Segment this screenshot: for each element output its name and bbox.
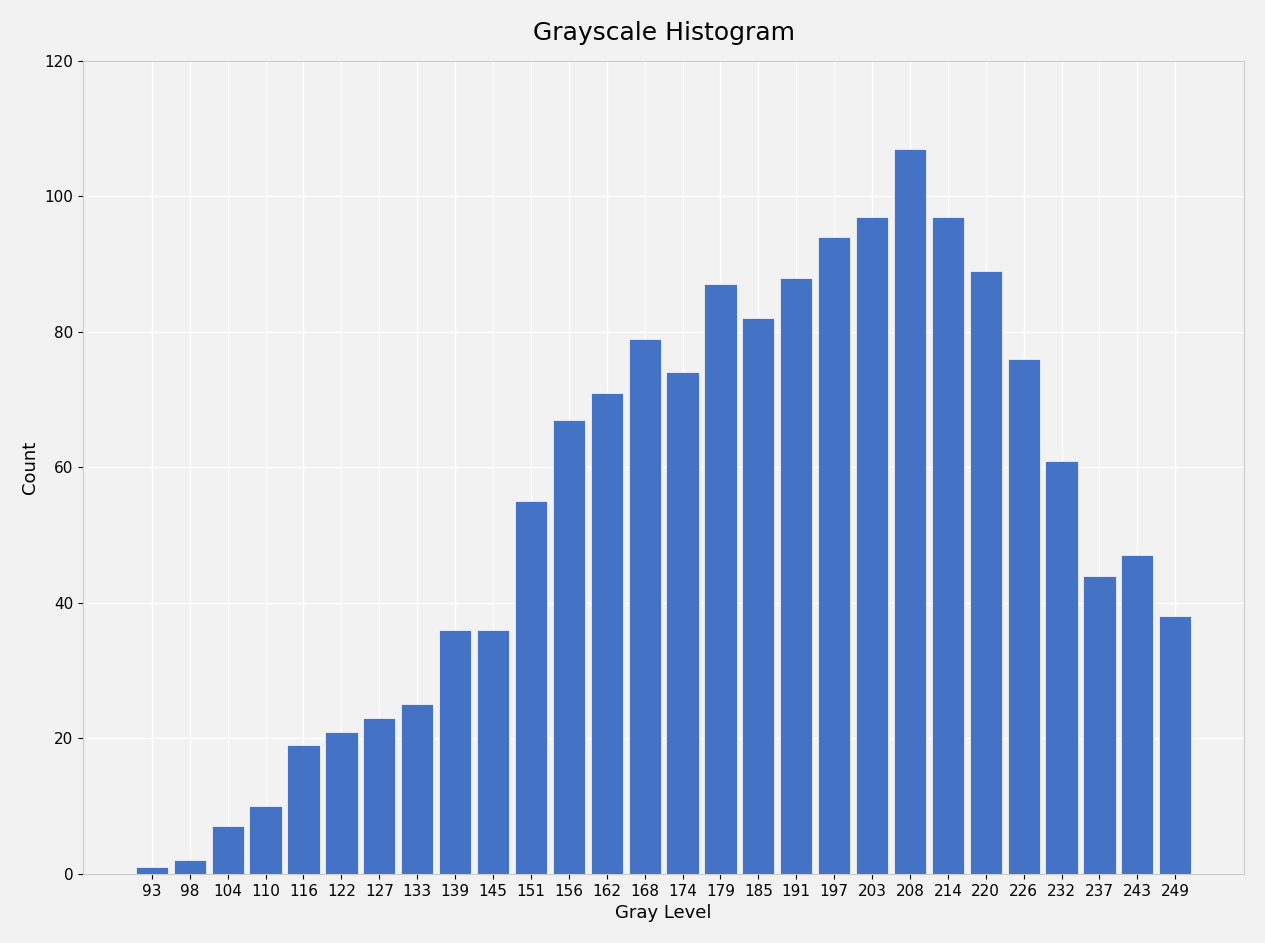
Bar xyxy=(1007,359,1040,874)
Y-axis label: Count: Count xyxy=(20,440,39,494)
X-axis label: Gray Level: Gray Level xyxy=(615,904,712,922)
Bar xyxy=(363,718,396,874)
Bar xyxy=(439,630,472,874)
Bar xyxy=(894,149,926,874)
Bar xyxy=(1083,576,1116,874)
Bar xyxy=(705,284,736,874)
Bar xyxy=(667,372,698,874)
Bar xyxy=(743,318,774,874)
Bar xyxy=(856,217,888,874)
Bar xyxy=(781,277,812,874)
Bar xyxy=(135,868,168,874)
Bar xyxy=(970,271,1002,874)
Bar xyxy=(249,806,282,874)
Bar xyxy=(1045,460,1078,874)
Bar xyxy=(325,732,358,874)
Bar xyxy=(477,630,509,874)
Bar xyxy=(818,237,850,874)
Bar xyxy=(1159,617,1192,874)
Bar xyxy=(211,826,244,874)
Bar xyxy=(173,860,206,874)
Bar xyxy=(515,501,546,874)
Bar xyxy=(1121,555,1154,874)
Bar xyxy=(401,704,434,874)
Bar xyxy=(591,392,622,874)
Title: Grayscale Histogram: Grayscale Histogram xyxy=(533,21,794,45)
Bar xyxy=(287,745,320,874)
Bar xyxy=(629,339,660,874)
Bar xyxy=(553,420,584,874)
Bar xyxy=(932,217,964,874)
